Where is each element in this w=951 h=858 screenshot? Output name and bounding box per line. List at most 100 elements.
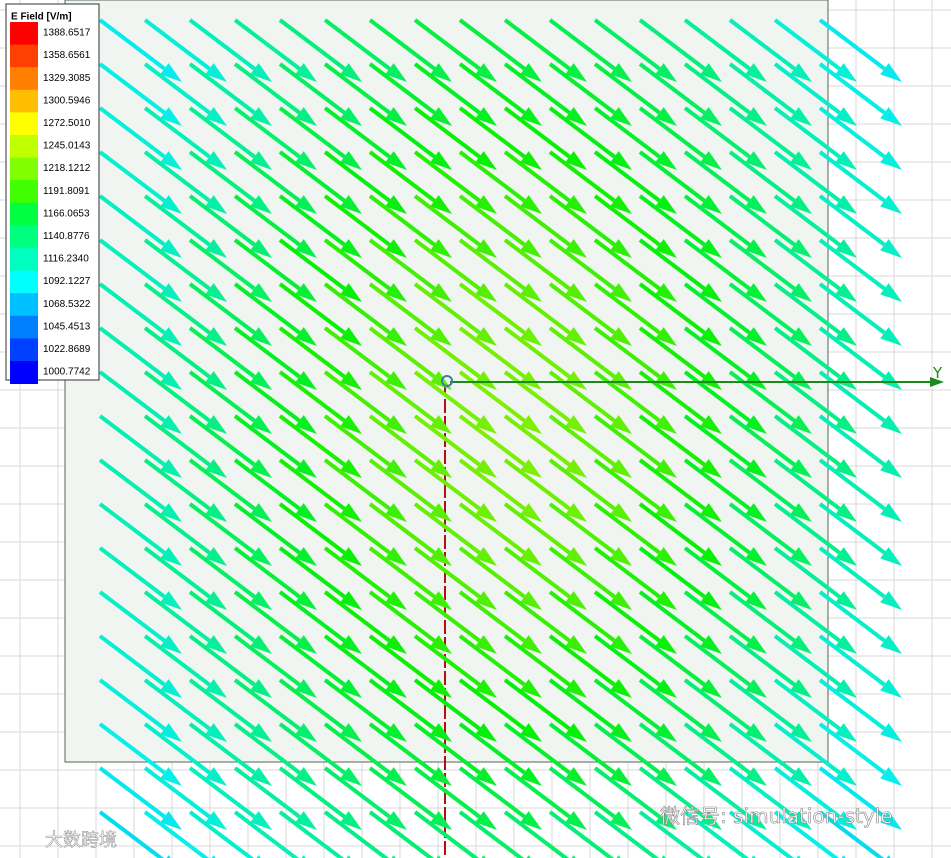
- field-arrow: [368, 150, 436, 203]
- field-arrow: [548, 458, 616, 511]
- field-arrow: [638, 194, 706, 247]
- field-arrow-head: [565, 327, 587, 346]
- field-arrow: [323, 502, 391, 555]
- field-arrow-head: [655, 767, 677, 786]
- field-arrow-head: [700, 151, 722, 170]
- field-arrow-head: [385, 151, 407, 170]
- field-arrow-head: [565, 679, 587, 698]
- field-arrow: [548, 414, 616, 467]
- field-arrow: [818, 62, 886, 115]
- field-arrow-head: [295, 63, 317, 82]
- field-arrow-head: [301, 855, 306, 858]
- field-arrow-head: [160, 371, 182, 390]
- field-arrow-head: [385, 327, 407, 346]
- field-arrow-head: [250, 283, 272, 302]
- field-arrow: [278, 722, 346, 775]
- field-arrow-head: [745, 63, 767, 82]
- field-arrow-head: [475, 723, 497, 742]
- field-arrow-head: [835, 107, 857, 126]
- field-arrow: [188, 634, 256, 687]
- legend-label: 1388.6517: [43, 28, 91, 39]
- field-arrow: [548, 62, 616, 115]
- field-arrow: [503, 18, 571, 71]
- field-arrow-head: [250, 151, 272, 170]
- field-arrow: [413, 766, 481, 819]
- field-arrow-head: [160, 107, 182, 126]
- field-arrow: [413, 370, 481, 423]
- field-arrow: [188, 810, 255, 858]
- field-arrow: [773, 194, 841, 247]
- field-arrow: [773, 722, 841, 775]
- field-arrow: [233, 62, 301, 115]
- field-arrow-head: [841, 855, 846, 858]
- field-arrow: [638, 766, 706, 819]
- field-arrow-head: [751, 855, 756, 858]
- watermark: 微信号: simulation-style: [660, 804, 893, 828]
- field-arrow: [818, 106, 886, 159]
- field-arrow-head: [835, 415, 857, 434]
- field-arrow: [188, 722, 256, 775]
- field-arrow-head: [430, 151, 452, 170]
- field-arrow: [368, 414, 436, 467]
- field-arrow: [278, 62, 346, 115]
- field-arrow-head: [385, 503, 407, 522]
- field-arrow-head: [880, 635, 902, 654]
- field-arrow: [593, 458, 661, 511]
- field-arrow: [413, 590, 481, 643]
- field-arrow-head: [385, 239, 407, 258]
- field-arrow: [323, 238, 391, 291]
- field-arrow: [458, 810, 525, 858]
- field-arrow-head: [835, 679, 857, 698]
- field-arrow-head: [340, 723, 362, 742]
- field-arrow: [503, 590, 571, 643]
- field-arrow-head: [880, 591, 902, 610]
- field-arrow-head: [205, 503, 227, 522]
- field-arrow-head: [430, 767, 452, 786]
- field-arrow: [323, 326, 391, 379]
- field-arrow-head: [160, 151, 182, 170]
- field-arrow: [638, 150, 706, 203]
- field-arrow: [683, 546, 751, 599]
- field-arrow-head: [655, 723, 677, 742]
- field-arrow-head: [205, 239, 227, 258]
- field-arrow-head: [430, 239, 452, 258]
- field-arrow-head: [745, 767, 767, 786]
- field-arrow: [773, 590, 841, 643]
- field-arrow-head: [340, 371, 362, 390]
- field-arrow-head: [205, 811, 227, 830]
- legend-swatch: [10, 338, 38, 362]
- field-arrow-head: [745, 283, 767, 302]
- field-arrow: [818, 150, 886, 203]
- field-arrow: [233, 502, 301, 555]
- field-arrow-head: [520, 371, 542, 390]
- field-arrow: [413, 678, 481, 731]
- field-arrow: [503, 150, 571, 203]
- field-arrow-head: [880, 415, 902, 434]
- field-arrow-head: [610, 635, 632, 654]
- legend-label: 1272.5010: [43, 118, 91, 129]
- field-arrow: [458, 414, 526, 467]
- field-arrow: [818, 810, 885, 858]
- field-arrow-head: [160, 547, 182, 566]
- field-arrow: [818, 326, 886, 379]
- field-arrow: [233, 194, 301, 247]
- field-arrow-head: [610, 151, 632, 170]
- field-arrow-head: [880, 63, 902, 82]
- field-arrow-head: [250, 767, 272, 786]
- field-arrow-head: [475, 107, 497, 126]
- field-arrow: [143, 194, 211, 247]
- field-arrow: [593, 414, 661, 467]
- field-arrow-head: [610, 283, 632, 302]
- field-arrow-head: [520, 283, 542, 302]
- field-arrow-head: [205, 547, 227, 566]
- legend-swatch: [10, 293, 38, 317]
- field-arrow: [683, 722, 751, 775]
- field-arrow: [503, 370, 571, 423]
- field-arrow-head: [475, 503, 497, 522]
- field-arrow-head: [385, 195, 407, 214]
- field-arrow-head: [655, 635, 677, 654]
- field-arrow: [638, 106, 706, 159]
- field-arrow-head: [700, 767, 722, 786]
- field-arrow-head: [655, 459, 677, 478]
- field-arrow: [413, 810, 480, 858]
